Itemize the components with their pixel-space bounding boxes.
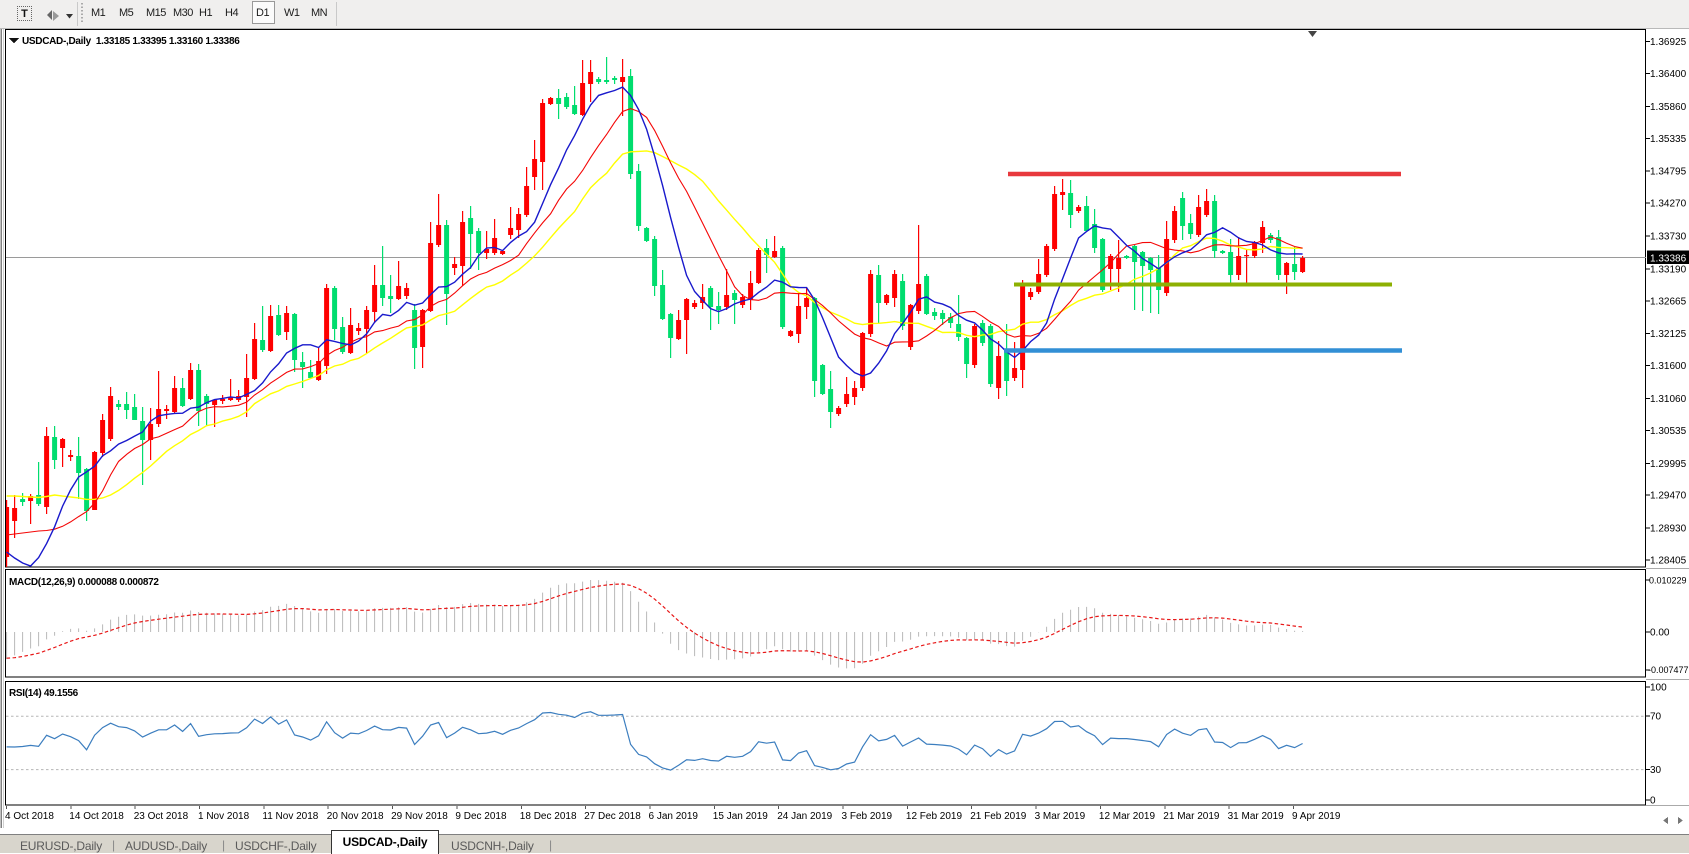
svg-text:1.34270: 1.34270	[1650, 199, 1687, 210]
svg-text:9 Dec 2018: 9 Dec 2018	[455, 811, 507, 822]
svg-text:11 Nov 2018: 11 Nov 2018	[262, 811, 318, 822]
svg-text:30: 30	[1650, 765, 1662, 776]
svg-text:1.36925: 1.36925	[1650, 37, 1687, 48]
svg-text:15 Jan 2019: 15 Jan 2019	[713, 811, 768, 822]
svg-text:1.30535: 1.30535	[1650, 426, 1687, 437]
svg-text:RSI(14) 49.1556: RSI(14) 49.1556	[9, 688, 79, 699]
svg-text:9 Apr 2019: 9 Apr 2019	[1292, 811, 1341, 822]
svg-text:27 Dec 2018: 27 Dec 2018	[584, 811, 641, 822]
svg-text:1.31600: 1.31600	[1650, 361, 1687, 372]
svg-text:6 Jan 2019: 6 Jan 2019	[649, 811, 699, 822]
svg-text:1.29470: 1.29470	[1650, 491, 1687, 502]
svg-text:3 Feb 2019: 3 Feb 2019	[842, 811, 893, 822]
svg-text:MACD(12,26,9) 0.000088 0.00087: MACD(12,26,9) 0.000088 0.000872	[9, 577, 159, 588]
svg-text:18 Dec 2018: 18 Dec 2018	[520, 811, 577, 822]
svg-text:23 Oct 2018: 23 Oct 2018	[134, 811, 189, 822]
svg-text:3 Mar 2019: 3 Mar 2019	[1035, 811, 1086, 822]
svg-text:1.34795: 1.34795	[1650, 167, 1687, 178]
svg-text:1.29995: 1.29995	[1650, 459, 1687, 470]
svg-text:1.32665: 1.32665	[1650, 296, 1687, 307]
svg-text:1.33730: 1.33730	[1650, 232, 1687, 243]
svg-text:1 Nov 2018: 1 Nov 2018	[198, 811, 250, 822]
svg-text:1.33386: 1.33386	[1650, 254, 1687, 265]
svg-text:1.31060: 1.31060	[1650, 394, 1687, 405]
svg-text:1.35335: 1.35335	[1650, 134, 1687, 145]
svg-text:12 Mar 2019: 12 Mar 2019	[1099, 811, 1156, 822]
svg-text:4 Oct 2018: 4 Oct 2018	[5, 811, 54, 822]
svg-text:-0.007477: -0.007477	[1648, 665, 1689, 675]
svg-text:21 Mar 2019: 21 Mar 2019	[1163, 811, 1220, 822]
svg-text:29 Nov 2018: 29 Nov 2018	[391, 811, 448, 822]
svg-text:1.36400: 1.36400	[1650, 69, 1687, 80]
svg-text:0.010229: 0.010229	[1649, 576, 1687, 586]
svg-text:70: 70	[1650, 712, 1662, 723]
svg-text:100: 100	[1650, 683, 1667, 694]
svg-text:1.35860: 1.35860	[1650, 102, 1687, 113]
svg-text:20 Nov 2018: 20 Nov 2018	[327, 811, 384, 822]
svg-text:0.00: 0.00	[1650, 628, 1670, 639]
svg-text:21 Feb 2019: 21 Feb 2019	[970, 811, 1027, 822]
svg-text:1.32125: 1.32125	[1650, 329, 1687, 340]
svg-text:1.28930: 1.28930	[1650, 524, 1687, 535]
svg-text:12 Feb 2019: 12 Feb 2019	[906, 811, 963, 822]
svg-text:24 Jan 2019: 24 Jan 2019	[777, 811, 832, 822]
svg-text:14 Oct 2018: 14 Oct 2018	[69, 811, 124, 822]
svg-text:31 Mar 2019: 31 Mar 2019	[1228, 811, 1285, 822]
svg-text:0: 0	[1650, 796, 1656, 807]
svg-text:USDCAD-,Daily 1.33185 1.33395: USDCAD-,Daily 1.33185 1.33395 1.33160 1.…	[22, 36, 240, 47]
svg-text:1.33190: 1.33190	[1650, 264, 1687, 275]
svg-text:1.28405: 1.28405	[1650, 556, 1687, 567]
